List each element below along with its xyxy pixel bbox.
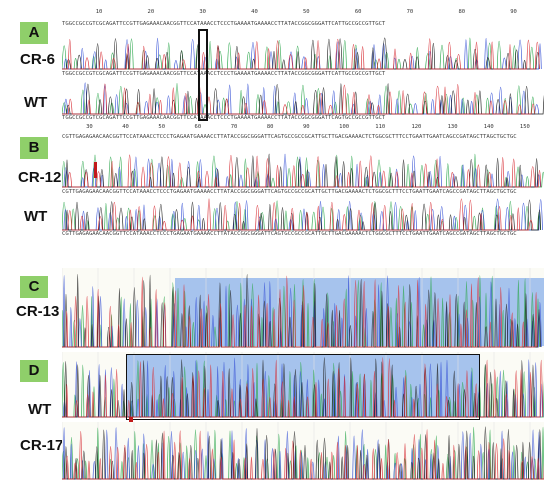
ruler-tick-label: 150 <box>519 124 530 130</box>
row-label-cr12: CR-12 <box>18 169 62 186</box>
trace-line <box>62 275 538 348</box>
trace-line <box>62 83 536 115</box>
panel-badge-c: C <box>20 276 48 298</box>
ruler-tick-label: 90 <box>303 124 310 130</box>
ruler-tick-label: 80 <box>458 9 466 15</box>
ruler-tick-label: 30 <box>86 124 93 130</box>
row-label-cr13: CR-13 <box>16 303 60 320</box>
sequence-cr6: TGGCCGCCGTCGCAGATTCCGTTGAGAAACAACGGTTCCA… <box>62 71 386 77</box>
chromatogram-cr13 <box>62 268 544 348</box>
mutation-marker-b <box>94 162 97 178</box>
ruler-tick-label: 70 <box>230 124 238 130</box>
highlight-box-d <box>126 354 480 420</box>
row-label-wt-d: WT <box>28 401 52 418</box>
ruler-tick-label: 110 <box>375 124 386 130</box>
sequence-b-reference: CGTTGAGAGAACAACGGTTCCATAAACCTCCCTGAGAATG… <box>62 134 517 140</box>
ruler-tick-label: 40 <box>251 9 258 15</box>
ruler-tick-label: 50 <box>303 9 310 15</box>
ruler-tick-label: 120 <box>411 124 422 130</box>
row-label-wt-b: WT <box>24 208 48 225</box>
sequence-cr12: CGTTGAGAGAACAACGGTTCCATAAACCTCCCTGAGAATG… <box>62 189 517 195</box>
trace-line <box>62 82 540 115</box>
mutation-marker-d <box>129 417 133 426</box>
panel-badge-a: A <box>20 22 48 44</box>
row-label-cr17: CR-17 <box>20 437 64 454</box>
ruler-tick-label: 50 <box>158 124 166 130</box>
row-label-cr6: CR-6 <box>20 51 56 68</box>
ruler-tick-label: 30 <box>199 9 206 15</box>
row-label-wt-a: WT <box>24 94 48 111</box>
chromatogram-wt-b <box>62 195 544 231</box>
trace-line <box>62 357 543 418</box>
trace-line <box>62 154 542 188</box>
chromatogram-wt-a <box>62 79 544 115</box>
ruler-tick-label: 90 <box>510 9 517 15</box>
trace-line <box>62 37 540 70</box>
trace-line <box>62 198 543 231</box>
sequence-a-reference: TGGCCGCCGTCGCAGATTCCGTTGAGAAACAACGGTTCCA… <box>62 21 386 27</box>
highlight-box-a <box>198 29 208 121</box>
chromatogram-cr17 <box>62 422 544 480</box>
sequence-wt-a: TGGCCGCCGTCGCAGATTCCGTTGAGAAACAACGGTTCCA… <box>62 115 386 121</box>
trace-line <box>62 198 534 231</box>
ruler-tick-label: 60 <box>194 124 202 130</box>
chromatogram-cr12 <box>62 150 544 188</box>
ruler-tick-label: 70 <box>406 9 414 15</box>
ruler-b: 30 40 50 60 70 80 90 100 110 120 130 140 150 <box>62 124 544 134</box>
ruler-tick-label: 140 <box>483 124 494 130</box>
panel-badge-d: D <box>20 360 48 382</box>
ruler-tick-label: 60 <box>354 9 362 15</box>
panel-badge-b: B <box>20 137 48 159</box>
trace-line <box>62 153 539 188</box>
sequence-wt-b: CGTTGAGAGAACAACGGTTCCATAAACCTCCCTGAGAATG… <box>62 231 517 237</box>
trace-line <box>62 429 544 480</box>
ruler-tick-label: 10 <box>95 9 103 15</box>
trace-line <box>62 273 541 348</box>
trace-line <box>62 38 540 70</box>
trace-line <box>62 83 544 115</box>
trace-line <box>62 37 535 70</box>
ruler-a: 10 20 30 40 50 60 70 80 90 <box>62 9 544 19</box>
chromatogram-wt-d <box>62 352 544 418</box>
ruler-tick-label: 100 <box>339 124 350 130</box>
ruler-tick-label: 40 <box>122 124 129 130</box>
ruler-tick-label: 20 <box>147 9 155 15</box>
ruler-tick-label: 130 <box>447 124 458 130</box>
chromatogram-cr6 <box>62 34 544 70</box>
trace-line <box>62 426 544 480</box>
ruler-tick-label: 80 <box>266 124 274 130</box>
